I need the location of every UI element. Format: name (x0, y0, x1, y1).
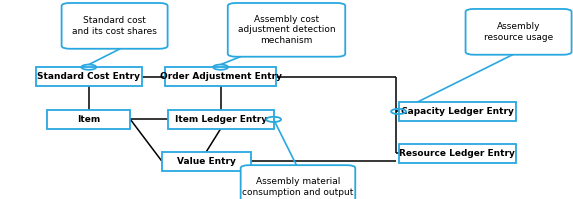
FancyBboxPatch shape (465, 9, 572, 55)
FancyBboxPatch shape (47, 110, 130, 129)
Text: Assembly
resource usage: Assembly resource usage (484, 22, 553, 42)
FancyBboxPatch shape (399, 144, 516, 163)
Text: Assembly material
consumption and output: Assembly material consumption and output (242, 177, 354, 197)
FancyBboxPatch shape (227, 3, 345, 57)
Text: Resource Ledger Entry: Resource Ledger Entry (399, 149, 515, 158)
Text: Standard Cost Entry: Standard Cost Entry (37, 72, 140, 81)
FancyBboxPatch shape (167, 110, 274, 129)
Text: Value Entry: Value Entry (177, 157, 236, 166)
Text: Standard cost
and its cost shares: Standard cost and its cost shares (72, 16, 157, 36)
Text: Capacity Ledger Entry: Capacity Ledger Entry (401, 107, 513, 116)
Text: Item: Item (77, 115, 100, 124)
FancyBboxPatch shape (165, 67, 276, 86)
FancyBboxPatch shape (162, 152, 251, 171)
FancyBboxPatch shape (36, 67, 142, 86)
Text: Order Adjustment Entry: Order Adjustment Entry (160, 72, 281, 81)
Text: Item Ledger Entry: Item Ledger Entry (175, 115, 266, 124)
Text: Assembly cost
adjustment detection
mechanism: Assembly cost adjustment detection mecha… (238, 15, 335, 45)
FancyBboxPatch shape (241, 165, 355, 199)
FancyBboxPatch shape (399, 102, 516, 121)
FancyBboxPatch shape (62, 3, 167, 49)
